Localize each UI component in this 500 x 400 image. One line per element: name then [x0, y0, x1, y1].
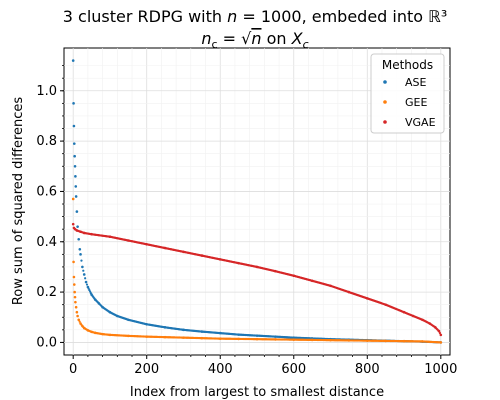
x-tick-label: 1000 — [424, 362, 457, 377]
y-tick-label: 0.0 — [36, 335, 57, 350]
y-tick-label: 0.8 — [36, 134, 57, 149]
legend-label: GEE — [405, 96, 427, 109]
data-point — [72, 283, 76, 286]
data-point — [82, 269, 85, 272]
data-point — [81, 265, 84, 269]
data-point — [437, 329, 441, 333]
data-point — [77, 318, 81, 322]
y-axis-label: Row sum of squared differences — [11, 97, 26, 306]
data-point — [439, 341, 443, 344]
legend-marker — [383, 100, 387, 104]
data-point — [78, 320, 81, 323]
x-tick-label: 800 — [355, 362, 380, 377]
series-layer — [71, 59, 443, 344]
legend-marker — [383, 120, 387, 124]
data-point — [74, 175, 77, 178]
series-vgae — [71, 222, 443, 337]
data-point — [73, 295, 77, 299]
x-tick-label: 400 — [208, 362, 233, 377]
series-gee — [71, 197, 443, 344]
data-point — [74, 195, 78, 198]
data-point — [76, 314, 79, 318]
legend-label: ASE — [405, 76, 427, 89]
x-tick-label: 0 — [69, 362, 77, 377]
data-point — [84, 277, 87, 280]
data-point — [78, 248, 82, 251]
data-point — [73, 154, 76, 158]
data-point — [73, 290, 76, 294]
data-point — [71, 197, 75, 201]
legend-label: VGAE — [405, 116, 436, 129]
data-point — [439, 333, 443, 337]
y-tick-label: 0.4 — [36, 235, 57, 250]
data-point — [73, 164, 77, 168]
y-tick-label: 1.0 — [36, 84, 57, 99]
axes: 0 200 400 600 800 1000 0.0 0.2 0.4 0.6 0.8 1.0 — [36, 65, 457, 377]
data-point — [82, 273, 86, 276]
data-point — [84, 280, 88, 284]
x-tick-label: 200 — [134, 362, 159, 377]
data-point — [74, 300, 77, 304]
legend: Methods ASE GEE VGAE — [370, 53, 445, 134]
data-point — [76, 225, 79, 228]
data-point — [74, 305, 78, 309]
y-tick-label: 0.2 — [36, 285, 57, 300]
data-point — [72, 102, 75, 105]
data-point — [71, 222, 75, 226]
legend-box — [370, 53, 445, 134]
data-point — [71, 59, 75, 62]
data-point — [85, 283, 89, 286]
data-point — [72, 260, 75, 264]
data-point — [77, 237, 81, 241]
legend-title: Methods — [382, 58, 433, 72]
y-tick-label: 0.6 — [36, 184, 57, 199]
data-point — [75, 210, 79, 213]
data-point — [79, 253, 82, 256]
data-point — [72, 142, 76, 145]
legend-marker — [383, 80, 387, 84]
data-point — [75, 310, 79, 314]
data-point — [72, 275, 76, 279]
chart-subtitle: nc = √n on Xc — [201, 29, 308, 51]
data-point — [74, 185, 78, 188]
chart-title: 3 cluster RDPG with n = 1000, embeded in… — [63, 7, 447, 26]
data-point — [438, 331, 441, 335]
data-point — [80, 259, 83, 262]
x-axis-label: Index from largest to smallest distance — [130, 385, 384, 400]
x-tick-label: 600 — [281, 362, 306, 377]
series-ase — [71, 59, 443, 344]
data-point — [72, 124, 76, 128]
